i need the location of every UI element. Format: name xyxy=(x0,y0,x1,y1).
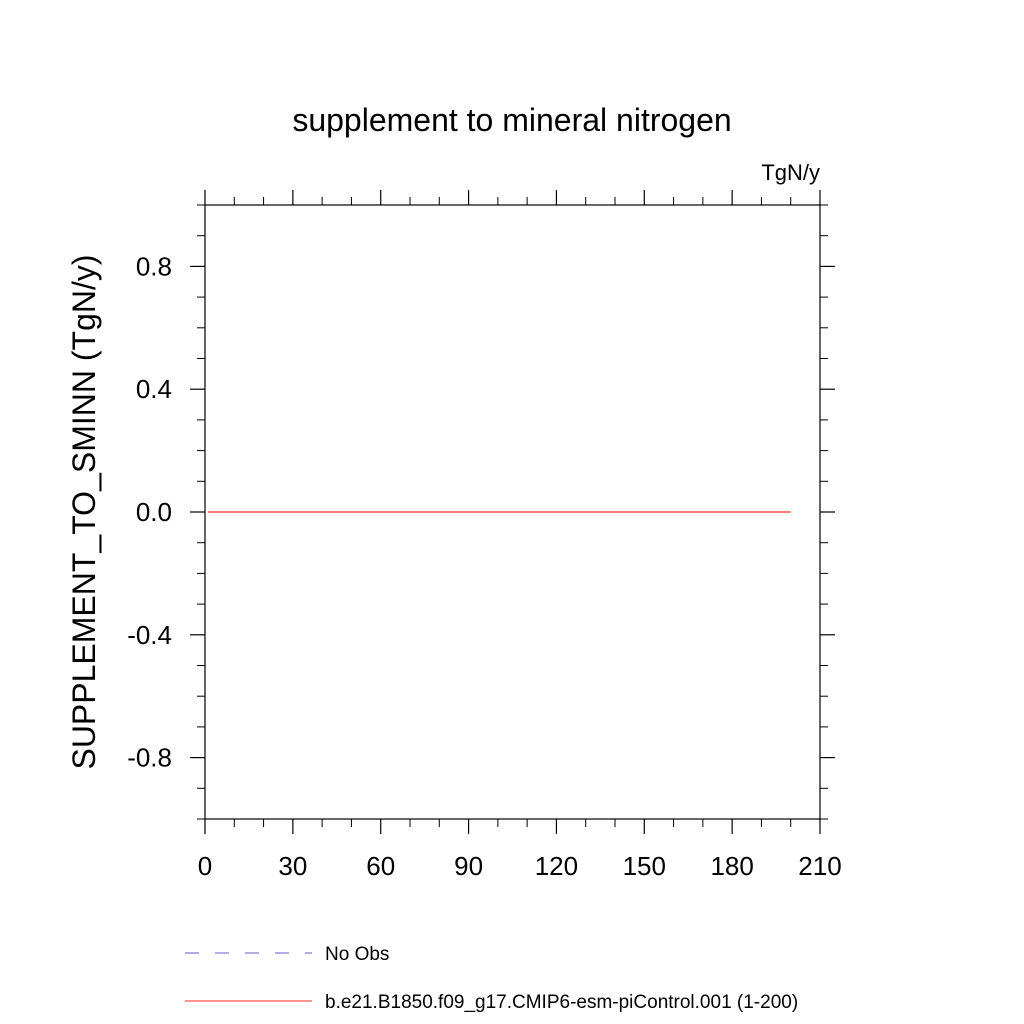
x-tick-label: 60 xyxy=(366,851,395,881)
chart-title: supplement to mineral nitrogen xyxy=(292,102,731,138)
y-tick-label: 0.8 xyxy=(136,251,172,281)
y-tick-label: -0.4 xyxy=(127,620,172,650)
x-tick-label: 120 xyxy=(535,851,578,881)
x-tick-label: 90 xyxy=(454,851,483,881)
x-tick-label: 210 xyxy=(798,851,841,881)
x-tick-label: 180 xyxy=(710,851,753,881)
legend-label: No Obs xyxy=(325,944,389,965)
x-tick-label: 150 xyxy=(623,851,666,881)
x-tick-label: 0 xyxy=(198,851,212,881)
legend: No Obs b.e21.B1850.f09_g17.CMIP6-esm-piCo… xyxy=(185,944,798,1013)
axes: 0 30 60 90 120 150 180 210 -0.8 -0.4 0.0 0.4 0.8 xyxy=(127,190,842,881)
legend-label: b.e21.B1850.f09_g17.CMIP6-esm-piControl.… xyxy=(325,992,798,1013)
y-tick-label: 0.0 xyxy=(136,497,172,527)
y-tick-label: -0.8 xyxy=(127,743,172,773)
y-axis-title: SUPPLEMENT_TO_SMINN (TgN/y) xyxy=(66,254,102,769)
y-tick-label: 0.4 xyxy=(136,374,172,404)
units-label: TgN/y xyxy=(761,160,820,185)
x-tick-label: 30 xyxy=(278,851,307,881)
